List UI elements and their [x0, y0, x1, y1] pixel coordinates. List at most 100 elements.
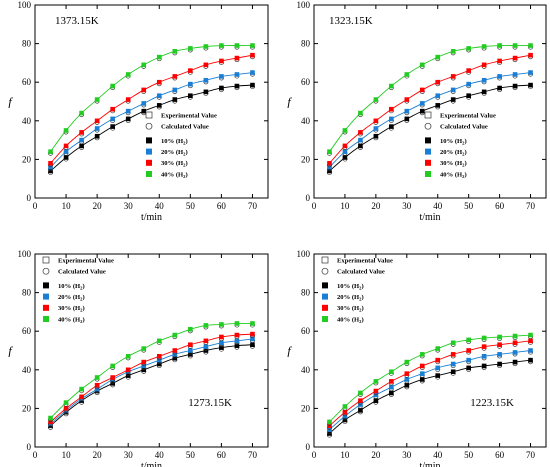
experimental-point [466, 357, 471, 363]
experimental-point [234, 72, 240, 77]
experimental-point [512, 83, 518, 89]
experimental-point [203, 344, 209, 349]
legend-series-label: 40% (H2) [440, 171, 467, 179]
experimental-point [125, 97, 131, 102]
experimental-point [528, 332, 533, 338]
legend-series-label: 40% (H2) [337, 316, 364, 324]
experimental-point [466, 93, 471, 99]
y-tick-label: 100 [18, 0, 32, 10]
experimental-point [466, 81, 471, 87]
experimental-point [528, 52, 533, 58]
y-tick-label: 100 [18, 249, 32, 259]
experimental-point [404, 72, 410, 77]
experimental-point [389, 124, 394, 129]
x-tick-label: 30 [402, 201, 412, 211]
experimental-point [342, 155, 348, 160]
experimental-point [125, 116, 131, 122]
y-axis-label: f [8, 344, 13, 358]
experimental-point [141, 101, 147, 106]
experimental-point [435, 373, 441, 378]
x-tick-label: 0 [33, 201, 38, 211]
legend-label: Calculated Value [440, 124, 488, 131]
experimental-point [172, 87, 178, 93]
legend-label: Experimental Value [58, 257, 114, 264]
legend-square-marker [424, 111, 432, 119]
experimental-point [450, 49, 456, 54]
experimental-point [188, 342, 193, 348]
legend-series-label: 20% (H2) [58, 294, 85, 302]
x-tick-label: 30 [124, 450, 134, 460]
experimental-point [419, 363, 425, 369]
experimental-point [450, 361, 456, 367]
experimental-point [141, 87, 147, 93]
experimental-point [450, 74, 456, 79]
calculated-curve [50, 338, 253, 425]
experimental-point [219, 345, 224, 350]
legend: Experimental Value Calculated Value 10% (H… [42, 256, 114, 324]
legend-series-label: 30% (H2) [161, 160, 188, 168]
experimental-point [219, 58, 224, 64]
experimental-point [63, 149, 69, 154]
legend-label: Calculated Value [161, 124, 209, 131]
legend-series-label: 30% (H2) [440, 160, 467, 168]
legend-series-label: 20% (H2) [161, 149, 188, 157]
x-tick-label: 40 [155, 450, 165, 460]
temperature-label: 1273.15K [188, 397, 232, 409]
experimental-point [94, 118, 100, 124]
experimental-point [156, 338, 162, 344]
y-tick-label: 20 [22, 403, 32, 413]
experimental-point [156, 353, 162, 359]
temperature-label: 1373.15K [55, 15, 99, 27]
x-axis-label: t/min [419, 461, 440, 467]
experimental-point [528, 43, 533, 48]
experimental-point [234, 332, 240, 338]
experimental-point [435, 54, 441, 60]
experimental-point [512, 72, 518, 77]
y-axis-label: f [287, 344, 292, 358]
legend-label: Calculated Value [58, 269, 106, 276]
experimental-point [358, 143, 363, 149]
experimental-point [234, 343, 240, 348]
y-tick-label: 40 [301, 116, 311, 126]
experimental-point [389, 384, 394, 390]
x-tick-label: 60 [217, 201, 227, 211]
x-tick-label: 0 [312, 450, 317, 460]
experimental-point [435, 346, 441, 351]
legend-series-swatch [43, 304, 49, 311]
experimental-point [110, 106, 115, 112]
y-tick-label: 20 [301, 154, 311, 164]
experimental-point [389, 369, 394, 375]
experimental-point [528, 70, 533, 75]
legend: Experimental Value Calculated Value 10% (H… [424, 111, 496, 179]
legend-circle-marker [145, 122, 153, 130]
experimental-point [512, 359, 518, 365]
experimental-point [94, 382, 100, 388]
y-axis-label: f [287, 95, 292, 109]
experimental-point [512, 55, 518, 61]
experimental-point [373, 379, 379, 384]
experimental-point [63, 155, 69, 160]
experimental-point [48, 149, 53, 154]
experimental-point [373, 133, 379, 139]
experimental-point [219, 322, 224, 327]
experimental-point [63, 400, 69, 405]
experimental-point [327, 160, 332, 166]
experimental-point [141, 108, 147, 114]
x-tick-label: 0 [312, 201, 317, 211]
experimental-point [419, 87, 425, 93]
experimental-point [219, 74, 224, 79]
x-tick-label: 60 [495, 450, 505, 460]
calculated-curve [50, 344, 253, 427]
experimental-point [389, 106, 394, 112]
experimental-point [481, 335, 487, 341]
experimental-point [481, 62, 487, 68]
experimental-point [250, 70, 255, 75]
experimental-point [419, 108, 425, 114]
experimental-point [188, 81, 193, 87]
experimental-point [497, 85, 502, 91]
x-tick-label: 20 [371, 450, 381, 460]
x-tick-label: 30 [402, 450, 412, 460]
y-tick-label: 60 [301, 77, 311, 87]
y-tick-label: 20 [22, 154, 32, 164]
temperature-label: 1223.15K [470, 397, 514, 409]
